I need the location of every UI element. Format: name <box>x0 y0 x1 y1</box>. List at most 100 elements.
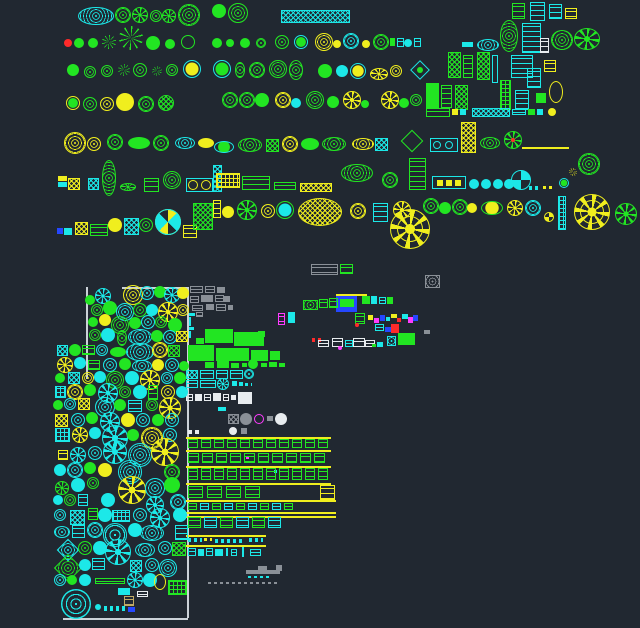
tree-block[interactable] <box>124 596 134 606</box>
misc-block[interactable] <box>189 327 194 330</box>
tree-block[interactable] <box>512 109 526 115</box>
misc-block[interactable] <box>228 414 239 424</box>
misc-block[interactable] <box>188 430 192 434</box>
plant-block[interactable] <box>559 178 569 188</box>
furniture-block[interactable] <box>249 538 263 542</box>
misc-block[interactable] <box>228 305 233 310</box>
tree-block[interactable] <box>82 372 94 384</box>
plant-block[interactable] <box>370 68 388 80</box>
tree-block[interactable] <box>132 360 152 372</box>
furniture-block[interactable] <box>204 538 212 541</box>
divider-line[interactable] <box>186 483 331 485</box>
tree-block[interactable] <box>84 384 96 396</box>
plant-block[interactable] <box>266 139 279 152</box>
divider-line[interactable] <box>186 450 331 452</box>
detail-block[interactable] <box>318 340 329 347</box>
plant-block[interactable] <box>515 90 529 110</box>
tree-block[interactable] <box>67 462 83 478</box>
furniture-block[interactable] <box>230 453 241 463</box>
tree-block[interactable] <box>128 400 142 412</box>
tree-block[interactable] <box>512 3 525 19</box>
plant-block[interactable] <box>417 67 423 73</box>
ornament-block[interactable] <box>350 203 366 219</box>
furniture-block[interactable] <box>240 468 250 480</box>
tree-block[interactable] <box>549 4 562 19</box>
divider-line[interactable] <box>186 466 331 468</box>
furniture-block[interactable] <box>258 566 267 574</box>
tree-block[interactable] <box>343 91 361 109</box>
tree-block[interactable] <box>78 494 88 506</box>
detail-block[interactable] <box>319 299 328 308</box>
tree-block[interactable] <box>150 10 162 22</box>
ornament-block[interactable] <box>216 173 240 188</box>
tree-block[interactable] <box>135 543 155 557</box>
tree-block[interactable] <box>71 478 85 492</box>
ornament-block[interactable] <box>580 200 604 224</box>
tree-block[interactable] <box>275 92 291 108</box>
tree-block[interactable] <box>55 386 66 398</box>
tree-block[interactable] <box>88 38 98 48</box>
ornament-block[interactable] <box>261 204 275 218</box>
furniture-block[interactable] <box>318 439 328 448</box>
ornament-block[interactable] <box>102 160 116 196</box>
tree-block[interactable] <box>175 525 188 540</box>
furniture-block[interactable] <box>314 453 325 463</box>
tree-block[interactable] <box>315 33 333 51</box>
detail-block[interactable] <box>278 313 285 325</box>
tree-block[interactable] <box>115 7 131 23</box>
tree-block[interactable] <box>114 399 126 411</box>
tree-block[interactable] <box>174 372 186 384</box>
tree-block[interactable] <box>101 328 115 342</box>
tree-block[interactable] <box>79 559 91 571</box>
tree-block[interactable] <box>165 39 175 49</box>
tree-block[interactable] <box>91 304 103 316</box>
tree-block[interactable] <box>140 286 154 300</box>
ornament-block[interactable] <box>341 164 373 182</box>
furniture-block[interactable] <box>268 517 281 528</box>
tree-block[interactable] <box>281 10 350 23</box>
plant-block[interactable] <box>289 60 303 80</box>
tree-block[interactable] <box>381 91 399 109</box>
furniture-block[interactable] <box>215 549 223 556</box>
tree-block[interactable] <box>64 398 76 410</box>
ornament-block[interactable] <box>64 228 72 235</box>
furniture-block[interactable] <box>253 468 263 480</box>
misc-block[interactable] <box>215 295 224 302</box>
detail-block[interactable] <box>408 317 413 323</box>
plant-block[interactable] <box>107 134 123 150</box>
ornament-block[interactable] <box>423 198 439 214</box>
furniture-block[interactable] <box>286 453 297 463</box>
furniture-block[interactable] <box>226 548 228 556</box>
ornament-block[interactable] <box>188 180 198 190</box>
misc-block[interactable] <box>216 348 249 361</box>
tree-block[interactable] <box>71 413 85 427</box>
furniture-block[interactable] <box>220 517 233 528</box>
tree-block[interactable] <box>148 385 158 400</box>
tree-block[interactable] <box>83 97 97 111</box>
tree-block[interactable] <box>154 574 166 590</box>
misc-block[interactable] <box>231 395 236 400</box>
tree-block[interactable] <box>70 447 86 463</box>
tree-block[interactable] <box>500 20 518 52</box>
tree-block[interactable] <box>138 96 154 112</box>
tree-block[interactable] <box>333 40 341 48</box>
tree-block[interactable] <box>158 541 172 555</box>
tree-block[interactable] <box>212 4 226 18</box>
furniture-block[interactable] <box>292 439 302 448</box>
detail-block[interactable] <box>303 300 318 310</box>
furniture-block[interactable] <box>201 439 211 448</box>
tree-block[interactable] <box>129 317 141 329</box>
ornament-block[interactable] <box>222 206 234 218</box>
tree-block[interactable] <box>390 38 395 46</box>
misc-block[interactable] <box>251 350 268 361</box>
tree-block[interactable] <box>426 108 450 117</box>
tree-block[interactable] <box>212 38 222 48</box>
detail-block[interactable] <box>362 296 370 304</box>
ornament-block[interactable] <box>397 216 423 242</box>
tree-block[interactable] <box>256 38 266 48</box>
tree-block[interactable] <box>530 2 545 21</box>
detail-block[interactable] <box>377 342 383 347</box>
tree-block[interactable] <box>165 413 179 427</box>
tree-block[interactable] <box>154 286 166 298</box>
tree-block[interactable] <box>58 450 68 460</box>
